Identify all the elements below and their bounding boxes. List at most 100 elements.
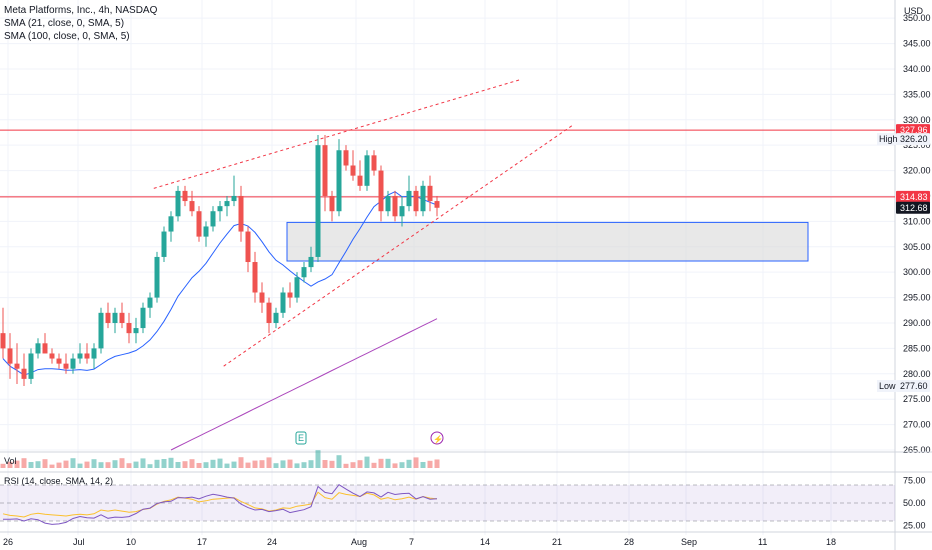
- time-tick-label: 21: [552, 537, 562, 547]
- volume-bar: [413, 457, 419, 468]
- volume-bar: [203, 462, 209, 468]
- sma100-legend[interactable]: SMA (100, close, 0, SMA, 5): [4, 31, 130, 42]
- candle-body: [70, 358, 76, 369]
- volume-bar: [238, 457, 244, 468]
- candle-body: [287, 292, 293, 298]
- volume-bar: [42, 459, 48, 468]
- candle-body: [406, 190, 412, 207]
- candle-body: [189, 201, 195, 212]
- candle-body: [273, 312, 279, 323]
- candle-body: [378, 170, 384, 212]
- candle-body: [98, 312, 104, 349]
- currency-label: USD: [904, 6, 924, 16]
- candle-body: [252, 262, 258, 293]
- sma21-legend[interactable]: SMA (21, close, 0, SMA, 5): [4, 18, 125, 29]
- rsi-label[interactable]: RSI (14, close, SMA, 14, 2): [4, 476, 114, 486]
- candle-body: [147, 297, 153, 308]
- candle-body: [133, 328, 139, 334]
- volume-bar: [147, 464, 153, 468]
- volume-bar: [119, 458, 125, 468]
- volume-bar: [210, 459, 216, 468]
- volume-bar: [420, 462, 426, 468]
- volume-bar: [350, 462, 356, 468]
- volume-bar: [357, 460, 363, 468]
- price-caption-label: Low: [879, 381, 896, 391]
- volume-bar: [189, 459, 195, 468]
- candle-body: [308, 256, 314, 268]
- time-tick-label: 26: [3, 537, 13, 547]
- earnings-marker-label: E: [298, 433, 304, 443]
- price-tick-label: 330.00: [903, 115, 931, 125]
- price-axis-label: 312.68: [900, 203, 928, 213]
- volume-label[interactable]: Vol: [4, 456, 17, 466]
- candle-body: [364, 155, 370, 186]
- time-tick-label: 11: [758, 537, 767, 547]
- candle-body: [77, 353, 83, 359]
- price-axis-label-bg: [896, 201, 930, 214]
- volume-bar: [49, 464, 55, 468]
- candle-body: [231, 195, 237, 202]
- time-tick-label: 17: [197, 537, 207, 547]
- candle-body: [210, 211, 216, 227]
- rsi-line: [2, 484, 438, 525]
- volume-bar: [273, 463, 279, 468]
- price-axis-label: 326.20: [900, 134, 928, 144]
- symbol-title[interactable]: Meta Platforms, Inc., 4h, NASDAQ: [4, 5, 158, 16]
- price-tick-label: 350.00: [903, 13, 931, 23]
- volume-bar: [371, 462, 377, 468]
- candle-body: [63, 363, 69, 369]
- time-tick-label: 14: [480, 537, 490, 547]
- volume-bar: [266, 457, 272, 468]
- volume-bar: [280, 460, 286, 468]
- price-caption-bg: [877, 133, 896, 146]
- candle-body: [413, 190, 419, 212]
- volume-bar: [294, 463, 300, 468]
- candle-body: [161, 231, 167, 257]
- volume-bar: [301, 462, 307, 468]
- price-tick-label: 305.00: [903, 242, 931, 252]
- volume-bar: [259, 460, 265, 468]
- volume-bar: [91, 459, 97, 468]
- candle-body: [42, 343, 48, 354]
- price-tick-label: 265.00: [903, 445, 931, 455]
- price-axis-label-bg: [896, 379, 930, 392]
- candle-body: [434, 201, 440, 208]
- candle-body: [0, 333, 6, 349]
- dividend-marker-label: ⚡: [433, 434, 443, 444]
- volume-bar: [14, 460, 20, 468]
- price-axis-label: 327.96: [900, 125, 928, 135]
- price-tick-label: 320.00: [903, 166, 931, 176]
- candle-body: [336, 150, 342, 212]
- time-tick-label: 28: [624, 537, 634, 547]
- price-axis-label-bg: [896, 133, 930, 146]
- candle-body: [385, 195, 391, 212]
- volume-bar: [196, 463, 202, 468]
- volume-bar: [364, 456, 370, 468]
- candle-body: [371, 155, 377, 171]
- candle-body: [28, 353, 34, 379]
- volume-bar: [168, 457, 174, 468]
- volume-bar: [392, 463, 398, 468]
- candle-body: [175, 190, 181, 217]
- price-tick-label: 285.00: [903, 343, 931, 353]
- price-tick-label: 270.00: [903, 420, 931, 430]
- candle-body: [203, 226, 209, 237]
- volume-bar: [154, 459, 160, 468]
- candle-body: [56, 358, 62, 364]
- volume-bar: [175, 462, 181, 468]
- volume-bar: [217, 458, 223, 468]
- volume-bar: [140, 458, 146, 468]
- candle-body: [259, 292, 265, 303]
- candle-body: [294, 277, 300, 298]
- candle-body: [154, 256, 160, 298]
- volume-bar: [322, 460, 328, 468]
- price-tick-label: 280.00: [903, 369, 931, 379]
- volume-bar: [112, 460, 118, 468]
- rsi-tick-label: 50.00: [903, 498, 926, 508]
- candle-body: [35, 343, 41, 354]
- volume-bar: [406, 459, 412, 468]
- candle-body: [238, 195, 244, 232]
- volume-bar: [70, 458, 76, 468]
- volume-bar: [0, 463, 6, 468]
